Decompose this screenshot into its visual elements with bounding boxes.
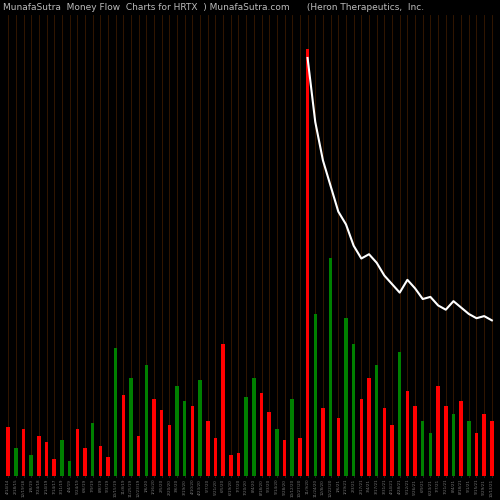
Bar: [406, 390, 409, 476]
Bar: [344, 318, 348, 476]
Bar: [68, 461, 71, 476]
Bar: [176, 386, 179, 476]
Bar: [360, 400, 363, 476]
Bar: [98, 446, 102, 476]
Bar: [60, 440, 64, 476]
Bar: [30, 454, 33, 476]
Bar: [375, 365, 378, 476]
Bar: [298, 438, 302, 476]
Bar: [144, 365, 148, 476]
Bar: [137, 436, 140, 476]
Bar: [130, 378, 132, 476]
Bar: [467, 420, 470, 476]
Bar: [6, 427, 10, 476]
Bar: [237, 452, 240, 476]
Bar: [290, 400, 294, 476]
Bar: [244, 397, 248, 476]
Bar: [329, 258, 332, 476]
Bar: [183, 402, 186, 476]
Bar: [421, 420, 424, 476]
Bar: [368, 378, 370, 476]
Bar: [275, 429, 278, 476]
Bar: [321, 408, 324, 476]
Bar: [490, 420, 494, 476]
Bar: [352, 344, 356, 476]
Bar: [45, 442, 48, 476]
Bar: [83, 448, 86, 476]
Bar: [168, 425, 171, 476]
Bar: [114, 348, 117, 476]
Bar: [306, 50, 310, 476]
Bar: [444, 406, 448, 476]
Bar: [260, 393, 263, 476]
Bar: [390, 425, 394, 476]
Bar: [283, 440, 286, 476]
Bar: [22, 429, 25, 476]
Bar: [190, 406, 194, 476]
Bar: [398, 352, 402, 476]
Bar: [37, 436, 40, 476]
Bar: [314, 314, 317, 476]
Bar: [268, 412, 271, 476]
Text: MunafaSutra  Money Flow  Charts for HRTX  ) MunafaSutra.com      (Heron Therapeu: MunafaSutra Money Flow Charts for HRTX )…: [3, 3, 424, 12]
Bar: [414, 406, 417, 476]
Bar: [52, 459, 56, 476]
Bar: [482, 414, 486, 476]
Bar: [76, 429, 79, 476]
Bar: [460, 402, 463, 476]
Bar: [382, 408, 386, 476]
Bar: [452, 414, 455, 476]
Bar: [160, 410, 164, 476]
Bar: [206, 420, 210, 476]
Bar: [122, 395, 125, 476]
Bar: [428, 434, 432, 476]
Bar: [91, 422, 94, 476]
Bar: [106, 457, 110, 476]
Bar: [475, 434, 478, 476]
Bar: [14, 448, 18, 476]
Bar: [214, 438, 217, 476]
Bar: [436, 386, 440, 476]
Bar: [198, 380, 202, 476]
Bar: [336, 418, 340, 476]
Bar: [252, 378, 256, 476]
Bar: [229, 454, 232, 476]
Bar: [222, 344, 225, 476]
Bar: [152, 400, 156, 476]
